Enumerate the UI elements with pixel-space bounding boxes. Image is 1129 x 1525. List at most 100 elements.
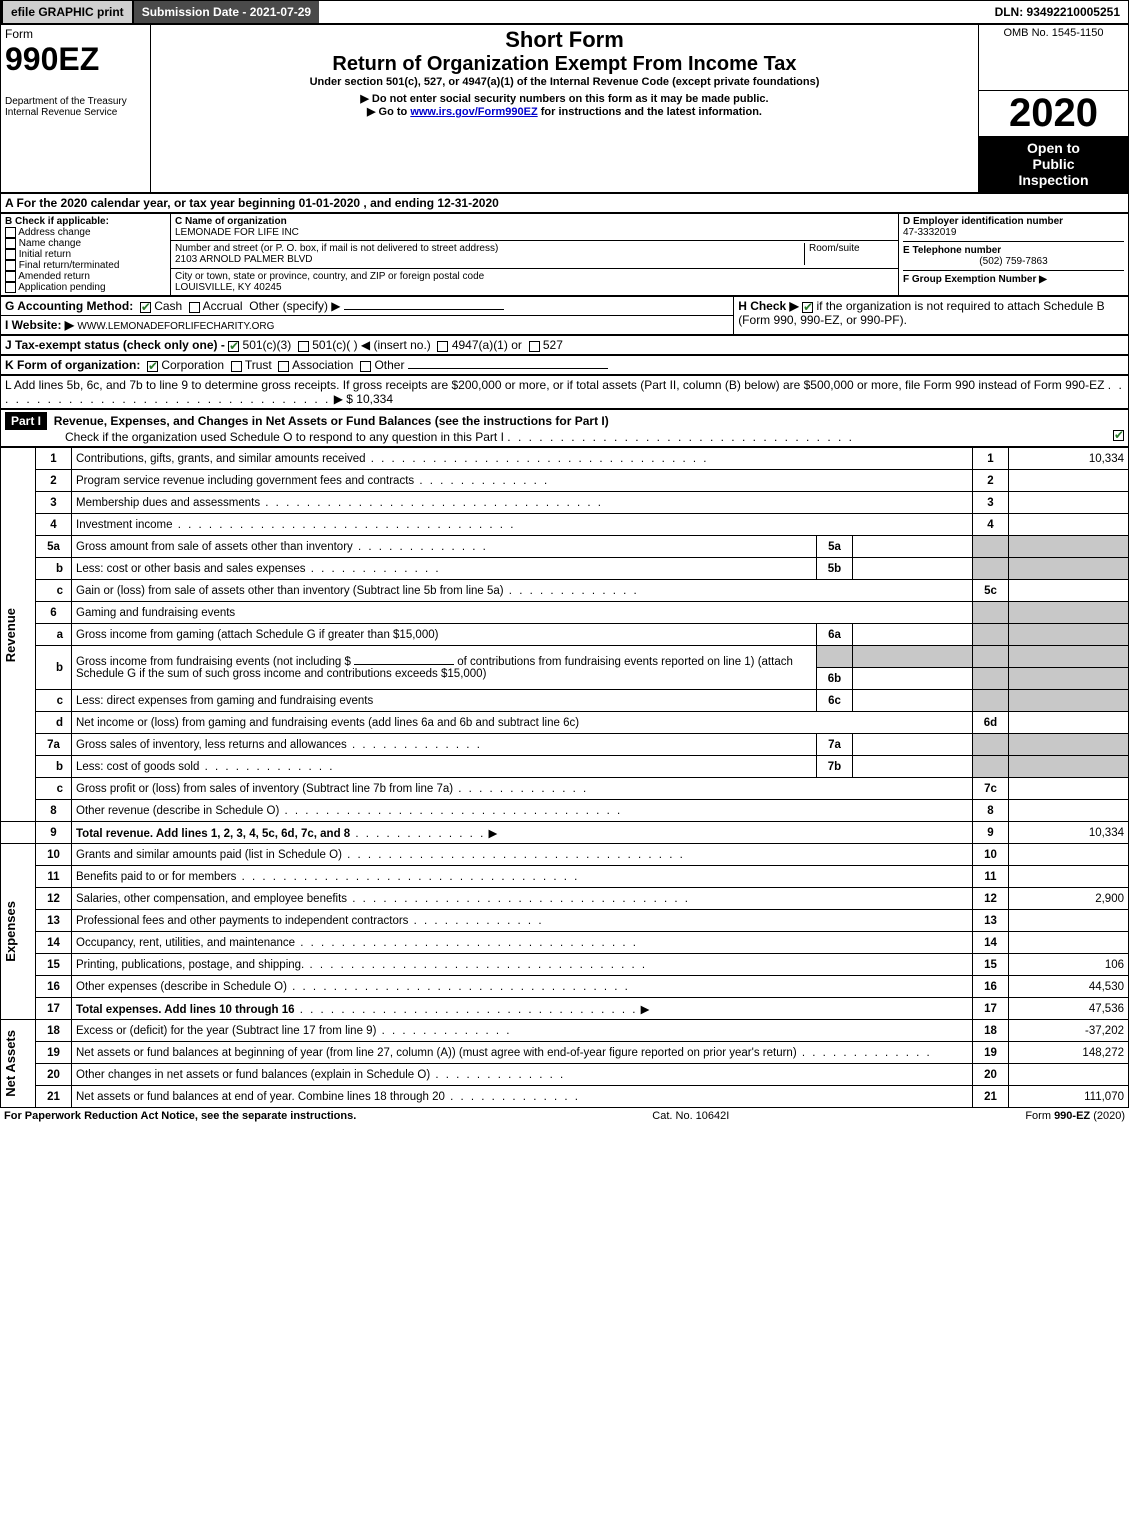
footer-left: For Paperwork Reduction Act Notice, see … — [4, 1110, 356, 1122]
dept-line-2: Internal Revenue Service — [5, 107, 146, 118]
open-public-box: Open to Public Inspection — [979, 136, 1128, 192]
part-i-lines-table: Revenue 1 Contributions, gifts, grants, … — [0, 447, 1129, 1108]
street-value: 2103 ARNOLD PALMER BLVD — [175, 254, 804, 265]
schedule-b-not-required-checkbox[interactable] — [802, 302, 813, 313]
corporation-checkbox[interactable] — [147, 361, 158, 372]
room-label: Room/suite — [809, 243, 894, 254]
line-13-amount — [1009, 910, 1129, 932]
box-f-label: F Group Exemption Number ▶ — [903, 274, 1124, 285]
line-h-label: H Check ▶ — [738, 299, 799, 313]
line-16-amount: 44,530 — [1009, 976, 1129, 998]
line-5b-value — [853, 558, 973, 580]
footer-right: Form 990-EZ (2020) — [1025, 1110, 1125, 1122]
no-ssn-warning: ▶ Do not enter social security numbers o… — [155, 92, 974, 105]
line-21-amount: 111,070 — [1009, 1086, 1129, 1108]
part-i-title: Revenue, Expenses, and Changes in Net As… — [54, 414, 609, 428]
line-i-label: I Website: ▶ — [5, 318, 74, 332]
schedule-o-used-checkbox[interactable] — [1113, 430, 1124, 441]
line-7a-value — [853, 734, 973, 756]
org-name: LEMONADE FOR LIFE INC — [175, 227, 894, 238]
line-l: L Add lines 5b, 6c, and 7b to line 9 to … — [0, 375, 1129, 409]
part-i-header: Part I Revenue, Expenses, and Changes in… — [0, 409, 1129, 447]
line-a-text: A For the 2020 calendar year, or tax yea… — [5, 196, 299, 210]
city-value: LOUISVILLE, KY 40245 — [175, 282, 894, 293]
4947a1-checkbox[interactable] — [437, 341, 448, 352]
line-19-amount: 148,272 — [1009, 1042, 1129, 1064]
initial-return-checkbox[interactable] — [5, 249, 16, 260]
form-header-table: Form 990EZ Department of the Treasury In… — [0, 24, 1129, 193]
application-pending-checkbox[interactable] — [5, 282, 16, 293]
footer-center: Cat. No. 10642I — [652, 1110, 729, 1122]
topbar-spacer — [319, 1, 986, 23]
name-change-checkbox[interactable] — [5, 238, 16, 249]
line-5c-amount — [1009, 580, 1129, 602]
tax-year-end: 12-31-2020 — [437, 196, 498, 210]
form990ez-link[interactable]: www.irs.gov/Form990EZ — [410, 106, 537, 118]
amended-return-checkbox[interactable] — [5, 271, 16, 282]
line-6d-amount — [1009, 712, 1129, 734]
identity-block: B Check if applicable: Address change Na… — [0, 213, 1129, 297]
accrual-checkbox[interactable] — [189, 302, 200, 313]
527-checkbox[interactable] — [529, 341, 540, 352]
line-7c-amount — [1009, 778, 1129, 800]
street-label: Number and street (or P. O. box, if mail… — [175, 243, 804, 254]
top-bar: efile GRAPHIC print Submission Date - 20… — [0, 0, 1129, 24]
line-20-amount — [1009, 1064, 1129, 1086]
address-change-checkbox[interactable] — [5, 227, 16, 238]
net-assets-section-label: Net Assets — [1, 1026, 20, 1101]
city-label: City or town, state or province, country… — [175, 271, 894, 282]
tax-year: 2020 — [979, 91, 1128, 136]
trust-checkbox[interactable] — [231, 361, 242, 372]
form-number: 990EZ — [5, 41, 146, 78]
line-11-amount — [1009, 866, 1129, 888]
part-i-label: Part I — [5, 412, 47, 430]
lines-g-h: G Accounting Method: Cash Accrual Other … — [0, 296, 1129, 335]
line-10-amount — [1009, 844, 1129, 866]
page-footer: For Paperwork Reduction Act Notice, see … — [0, 1108, 1129, 1124]
other-org-checkbox[interactable] — [360, 361, 371, 372]
efile-print-button[interactable]: efile GRAPHIC print — [1, 1, 134, 23]
cash-checkbox[interactable] — [140, 302, 151, 313]
501c3-checkbox[interactable] — [228, 341, 239, 352]
line-l-text: L Add lines 5b, 6c, and 7b to line 9 to … — [5, 378, 1104, 392]
short-form-title: Short Form — [155, 27, 974, 53]
part-i-checktext: Check if the organization used Schedule … — [65, 430, 504, 444]
phone-value: (502) 759-7863 — [903, 256, 1124, 267]
ein-value: 47-3332019 — [903, 227, 1124, 238]
box-c-name-label: C Name of organization — [175, 216, 894, 227]
association-checkbox[interactable] — [278, 361, 289, 372]
line-12-amount: 2,900 — [1009, 888, 1129, 910]
box-d-label: D Employer identification number — [903, 216, 1124, 227]
line-g-label: G Accounting Method: — [5, 299, 133, 313]
tax-year-begin: 01-01-2020 — [299, 196, 360, 210]
line-6a-value — [853, 624, 973, 646]
return-title: Return of Organization Exempt From Incom… — [155, 53, 974, 76]
line-9-amount: 10,334 — [1009, 822, 1129, 844]
line-14-amount — [1009, 932, 1129, 954]
line-7b-value — [853, 756, 973, 778]
under-section: Under section 501(c), 527, or 4947(a)(1)… — [155, 76, 974, 88]
line-k: K Form of organization: Corporation Trus… — [0, 355, 1129, 375]
line-1-amount: 10,334 — [1009, 448, 1129, 470]
line-18-amount: -37,202 — [1009, 1020, 1129, 1042]
line-a-row: A For the 2020 calendar year, or tax yea… — [0, 193, 1129, 213]
line-j: J Tax-exempt status (check only one) - 5… — [0, 335, 1129, 355]
line-3-amount — [1009, 492, 1129, 514]
line-2-amount — [1009, 470, 1129, 492]
line-6b-value — [853, 668, 973, 690]
line-4-amount — [1009, 514, 1129, 536]
line-15-amount: 106 — [1009, 954, 1129, 976]
expenses-section-label: Expenses — [1, 897, 20, 966]
form-word: Form — [5, 27, 146, 41]
line-17-amount: 47,536 — [1009, 998, 1129, 1020]
dept-line-1: Department of the Treasury — [5, 96, 146, 107]
line-l-amount: $ 10,334 — [346, 392, 393, 406]
dln-text: DLN: 93492210005251 — [987, 1, 1128, 23]
line-6c-value — [853, 690, 973, 712]
501c-other-checkbox[interactable] — [298, 341, 309, 352]
submission-date-button[interactable]: Submission Date - 2021-07-29 — [134, 1, 319, 23]
final-return-checkbox[interactable] — [5, 260, 16, 271]
box-e-label: E Telephone number — [903, 245, 1124, 256]
line-8-amount — [1009, 800, 1129, 822]
omb-number: OMB No. 1545-1150 — [983, 27, 1124, 39]
